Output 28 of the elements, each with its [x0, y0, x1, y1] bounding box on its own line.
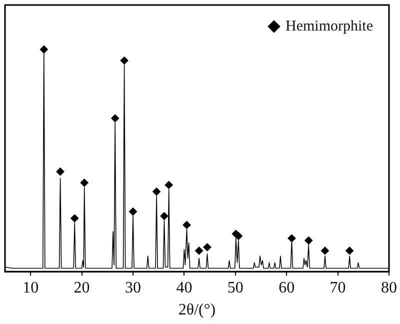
point: [234, 232, 242, 240]
x-tick-label: 30: [125, 279, 141, 296]
x-tick-label: 50: [227, 279, 244, 296]
point: [160, 212, 168, 220]
point: [182, 220, 191, 229]
point: [111, 114, 120, 122]
point: [40, 45, 48, 54]
point: [164, 180, 173, 189]
x-tick-label: 10: [22, 279, 39, 296]
point: [70, 214, 79, 222]
point: [120, 56, 128, 65]
point: [80, 178, 88, 187]
point: [346, 246, 354, 255]
x-tick-label: 40: [176, 279, 192, 296]
point: [288, 234, 296, 242]
point: [152, 188, 161, 196]
x-axis-title: 2θ/(°): [178, 302, 216, 319]
point: [56, 168, 64, 176]
point: [195, 246, 204, 255]
point: [304, 236, 313, 244]
point: [129, 208, 137, 216]
x-tick-label: 70: [330, 279, 346, 296]
x-tick-label: 20: [74, 279, 90, 296]
x-tick-label: 60: [278, 279, 295, 296]
x-tick-label: 80: [381, 279, 397, 296]
point: [203, 243, 212, 252]
point: [321, 246, 329, 255]
legend-label: Hemimorphite: [286, 18, 374, 34]
